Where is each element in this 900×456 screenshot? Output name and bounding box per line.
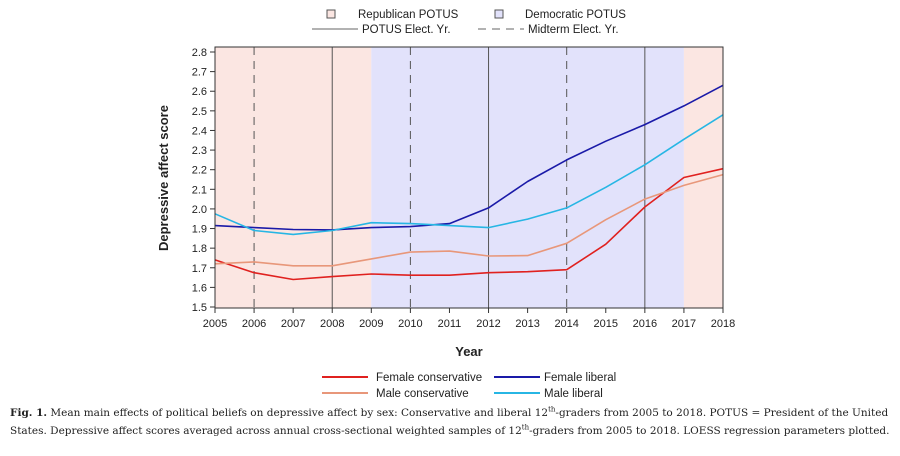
x-tick-label: 2016 [633, 318, 657, 330]
x-tick-label: 2014 [554, 318, 578, 330]
caption-sup-a: th [548, 405, 556, 414]
y-tick-label: 1.6 [192, 282, 207, 294]
legend-label-potus-elect: POTUS Elect. Yr. [362, 24, 451, 36]
series-line-female-liberal [214, 84, 724, 231]
legend-label-female-liberal: Female liberal [544, 372, 616, 384]
legend-swatch-democratic [494, 9, 504, 19]
y-tick-label: 2.5 [192, 106, 207, 118]
top-legend: Republican POTUS Democratic POTUS POTUS … [312, 9, 626, 36]
background-band-republican [215, 47, 372, 308]
series-line-female-conservative [214, 167, 724, 281]
series-line-male-liberal [214, 114, 724, 236]
x-tick-label: 2015 [594, 318, 618, 330]
legend-swatch-republican [326, 9, 336, 19]
plot-frame [214, 46, 724, 309]
y-tick-label: 2.6 [192, 86, 207, 98]
series-legend: Female conservative Male conservative Fe… [322, 372, 616, 400]
x-tick-label: 2008 [320, 318, 344, 330]
caption-text-c: -graders from 2005 to 2018. LOESS regres… [529, 425, 890, 437]
series-line-male-conservative [214, 173, 724, 267]
legend-label-midterm-elect: Midterm Elect. Yr. [528, 24, 619, 36]
legend-label-male-liberal: Male liberal [544, 388, 603, 400]
x-tick-label: 2018 [711, 318, 735, 330]
figure-caption: Fig. 1. Mean main effects of political b… [10, 404, 890, 440]
x-tick-label: 2007 [281, 318, 305, 330]
y-tick-label: 2.8 [192, 47, 207, 59]
x-axis: 2005 2006 2007 2008 2009 2010 2011 2012 2013 2014… [203, 308, 735, 330]
y-tick-label: 1.7 [192, 263, 207, 275]
caption-text-b: -graders from 2005 to 2018. POTUS = Pres… [10, 407, 889, 437]
caption-text-a: Mean main effects of political beliefs o… [47, 407, 549, 419]
x-tick-label: 2017 [672, 318, 696, 330]
caption-label: Fig. 1. [10, 407, 48, 419]
y-tick-label: 2.0 [192, 204, 207, 216]
background-band-republican [683, 47, 723, 308]
y-tick-label: 2.1 [192, 184, 207, 196]
y-axis-label: Depressive affect score [156, 105, 171, 251]
line-chart: 1.5 1.6 1.7 1.8 1.9 2.0 2.1 2.2 2.3 2.4 2.5 2.6 2.7 2… [156, 9, 735, 400]
legend-label-democratic: Democratic POTUS [525, 9, 626, 21]
y-tick-label: 2.7 [192, 67, 207, 79]
caption-sup-b: th [521, 423, 530, 432]
y-tick-label: 2.3 [192, 145, 207, 157]
y-tick-label: 1.8 [192, 243, 207, 255]
y-tick-label: 1.5 [192, 302, 207, 314]
x-tick-label: 2010 [398, 318, 422, 330]
x-tick-label: 2006 [242, 318, 266, 330]
x-tick-label: 2005 [203, 318, 227, 330]
data-series [214, 84, 724, 281]
y-axis: 1.5 1.6 1.7 1.8 1.9 2.0 2.1 2.2 2.3 2.4 2.5 2.6 2.7 2… [192, 47, 215, 314]
legend-label-male-conservative: Male conservative [376, 388, 469, 400]
x-tick-label: 2009 [359, 318, 383, 330]
y-tick-label: 2.2 [192, 165, 207, 177]
party-background-bands [215, 47, 723, 308]
legend-label-republican: Republican POTUS [358, 9, 459, 21]
background-band-democratic [371, 47, 684, 308]
x-tick-label: 2013 [515, 318, 539, 330]
legend-label-female-conservative: Female conservative [376, 372, 482, 384]
x-tick-label: 2011 [438, 318, 462, 330]
y-tick-label: 1.9 [192, 224, 207, 236]
x-axis-label: Year [455, 344, 482, 359]
x-tick-label: 2012 [476, 318, 500, 330]
y-tick-label: 2.4 [192, 125, 207, 137]
